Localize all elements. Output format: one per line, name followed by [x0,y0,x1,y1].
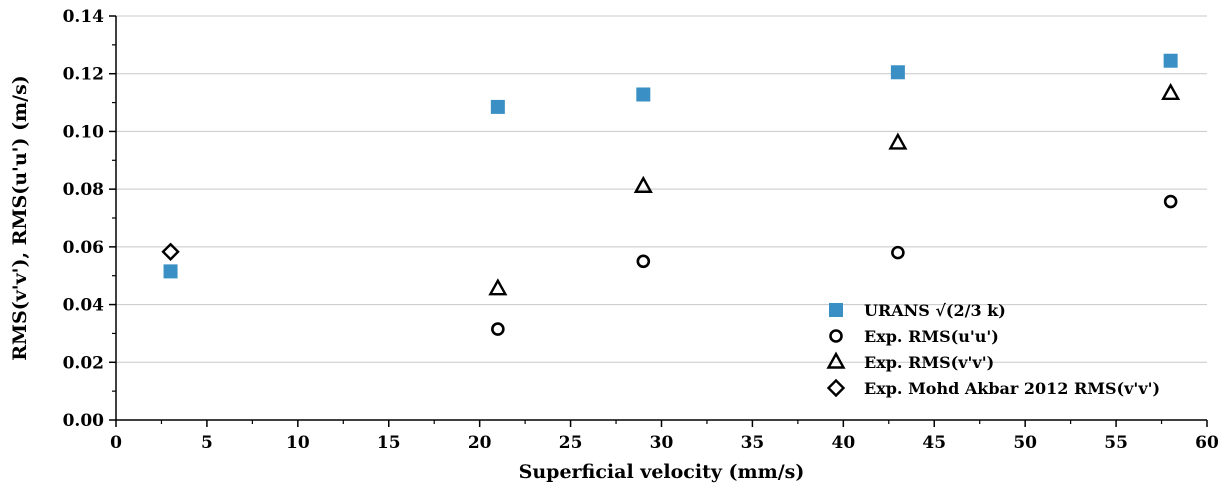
y-tick-label: 0.00 [63,411,105,431]
x-tick-label: 15 [377,433,401,453]
data-point-filled-square [890,65,905,80]
x-tick-label: 0 [110,433,122,453]
y-tick-label: 0.06 [63,238,104,258]
data-point-open-triangle [888,132,908,150]
y-tick-label: 0.02 [63,353,104,373]
x-tick-label: 30 [650,433,674,453]
legend-marker-open-triangle [826,351,846,369]
x-tick-label: 20 [468,433,492,453]
y-tick-label: 0.10 [63,122,105,142]
x-tick-label: 10 [286,433,310,453]
legend-label: URANS √(2/3 k) [864,301,1006,320]
data-point-filled-square [490,99,505,114]
data-point-filled-square [1163,53,1178,68]
y-axis-title: RMS(v'v'), RMS(u'u') (m/s) [9,75,31,361]
legend-marker-filled-square [829,303,843,317]
data-point-open-circle [636,254,651,269]
y-tick-label: 0.12 [63,65,104,85]
data-point-filled-square [163,264,178,279]
legend-marker-open-diamond [826,378,846,398]
axes [115,16,1207,421]
data-point-open-diamond [161,242,180,261]
x-axis-title: Superficial velocity (mm/s) [519,461,805,483]
y-tick-label: 0.14 [63,7,105,27]
legend-label: Exp. Mohd Akbar 2012 RMS(v'v') [864,379,1160,398]
y-axis-ticks: 0.00 0.02 0.04 0.06 0.08 0.10 0.12 0.14 [63,7,116,431]
x-tick-label: 35 [741,433,765,453]
x-tick-label: 25 [559,433,583,453]
data-point-open-triangle [488,278,508,296]
data-point-open-circle [491,322,505,336]
legend-label: Exp. RMS(v'v') [864,353,994,372]
data-points [161,53,1181,336]
x-tick-label: 50 [1013,433,1037,453]
x-tick-label: 5 [201,433,213,453]
legend-marker-open-circle [829,329,843,343]
data-point-open-circle [1163,194,1178,209]
y-tick-label: 0.04 [63,296,105,316]
legend-label: Exp. RMS(u'u') [864,327,999,346]
x-axis-ticks: 0 5 10 15 20 25 30 35 40 45 50 55 60 [110,420,1219,453]
x-tick-label: 55 [1104,433,1128,453]
x-tick-label: 45 [922,433,946,453]
gridlines [116,15,1207,363]
x-tick-label: 60 [1195,433,1219,453]
data-point-filled-square [636,87,651,102]
y-tick-label: 0.08 [63,180,104,200]
data-point-open-circle [891,245,905,260]
data-point-open-triangle [1161,82,1181,101]
legend: URANS √(2/3 k) Exp. RMS(u'u') Exp. RMS(v'v… [826,301,1160,398]
data-point-open-triangle [633,175,653,193]
x-tick-label: 40 [831,433,855,453]
